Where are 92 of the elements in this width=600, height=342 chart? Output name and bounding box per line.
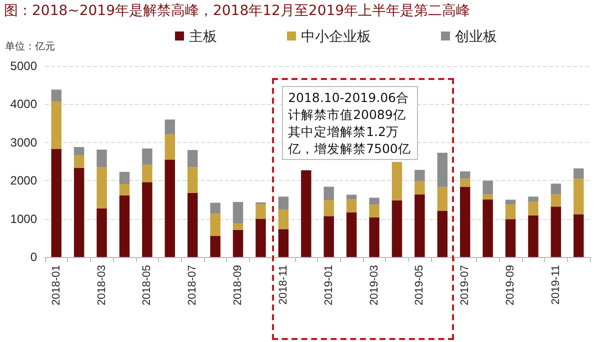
x-tick-label: 2019-01 (322, 265, 335, 306)
x-tick-label: 2018-07 (186, 265, 199, 306)
bar (528, 215, 538, 257)
y-tick-label: 5000 (10, 59, 38, 73)
bar (574, 168, 584, 179)
bar (574, 214, 584, 257)
bar (96, 208, 107, 257)
y-tick-label: 3000 (10, 135, 38, 150)
legend-label: 中小企业板 (301, 28, 371, 44)
bar (414, 170, 425, 182)
bar (119, 184, 130, 196)
bar (210, 236, 220, 257)
bar (482, 194, 493, 200)
bar (392, 162, 402, 200)
bar (369, 198, 380, 205)
y-tick-label: 4000 (10, 97, 38, 112)
bar (142, 148, 152, 165)
bar (142, 164, 152, 182)
bar (437, 152, 448, 188)
bar (346, 194, 357, 200)
y-tick-label: 0 (30, 250, 38, 264)
bar (187, 167, 198, 193)
bar (187, 192, 198, 257)
bar (74, 155, 84, 168)
bar (324, 200, 334, 216)
bar (550, 184, 562, 194)
bar (164, 119, 176, 134)
bar (505, 200, 516, 205)
bar (346, 199, 357, 212)
bar (460, 178, 470, 187)
bar (256, 218, 266, 257)
bar (369, 204, 380, 218)
bar (232, 202, 244, 224)
bar (51, 148, 62, 257)
bar (51, 102, 62, 149)
bar (550, 194, 562, 207)
bar (164, 134, 176, 160)
bar (414, 181, 425, 194)
y-tick-label: 1000 (10, 212, 38, 226)
bar (51, 90, 62, 102)
bar (278, 210, 289, 230)
bar (528, 202, 538, 216)
x-tick-label: 2018-09 (232, 265, 244, 306)
x-tick-label: 2019-09 (504, 265, 517, 306)
bar (210, 202, 220, 214)
bar (482, 199, 493, 257)
bar (232, 230, 244, 257)
y-tick-label: 2000 (10, 174, 38, 188)
bar (369, 217, 380, 257)
x-tick-label: 2019-03 (368, 265, 380, 306)
bar (232, 224, 244, 230)
bar (278, 196, 289, 210)
x-tick-label: 2019-11 (550, 265, 562, 305)
bar (142, 182, 152, 257)
bar (550, 206, 562, 257)
legend-label: 创业板 (455, 28, 497, 44)
bar (460, 171, 470, 179)
bar (437, 187, 448, 211)
bar (460, 186, 470, 257)
bar (301, 170, 312, 257)
annotation: 2018.10-2019.06合计解禁市值20089亿其中定增解禁1.2万亿，增发解禁7500亿 (282, 86, 418, 160)
bar (256, 204, 266, 219)
bar (96, 150, 107, 168)
x-tick-label: 2018-01 (50, 265, 62, 306)
legend-label: 主板 (189, 28, 217, 44)
bar (187, 150, 198, 168)
bar (574, 178, 584, 214)
bar (164, 160, 176, 257)
x-tick-label: 2018-03 (96, 265, 108, 306)
bar (505, 204, 516, 220)
bar (210, 214, 220, 236)
x-tick-label: 2019-07 (459, 265, 472, 306)
bar (74, 168, 84, 257)
x-tick-label: 2018-05 (141, 265, 154, 306)
bar (324, 216, 334, 257)
bar (528, 196, 538, 202)
bar (392, 200, 402, 257)
x-tick-label: 2018-11 (277, 265, 290, 305)
bar (346, 212, 357, 257)
bar (437, 210, 448, 257)
bar (324, 186, 334, 200)
bar (119, 172, 130, 184)
bar (278, 229, 289, 257)
bar (96, 167, 107, 208)
y-axis-title: 单位：亿元 (5, 40, 55, 52)
bar (414, 194, 425, 257)
chart-title: 图：2018~2019年是解禁高峰，2018年12月至2019年上半年是第二高峰 (4, 2, 470, 20)
bar (74, 146, 84, 156)
x-tick-label: 2019-05 (414, 265, 426, 306)
bar (505, 219, 516, 257)
bar (482, 180, 493, 194)
bar (119, 196, 130, 257)
